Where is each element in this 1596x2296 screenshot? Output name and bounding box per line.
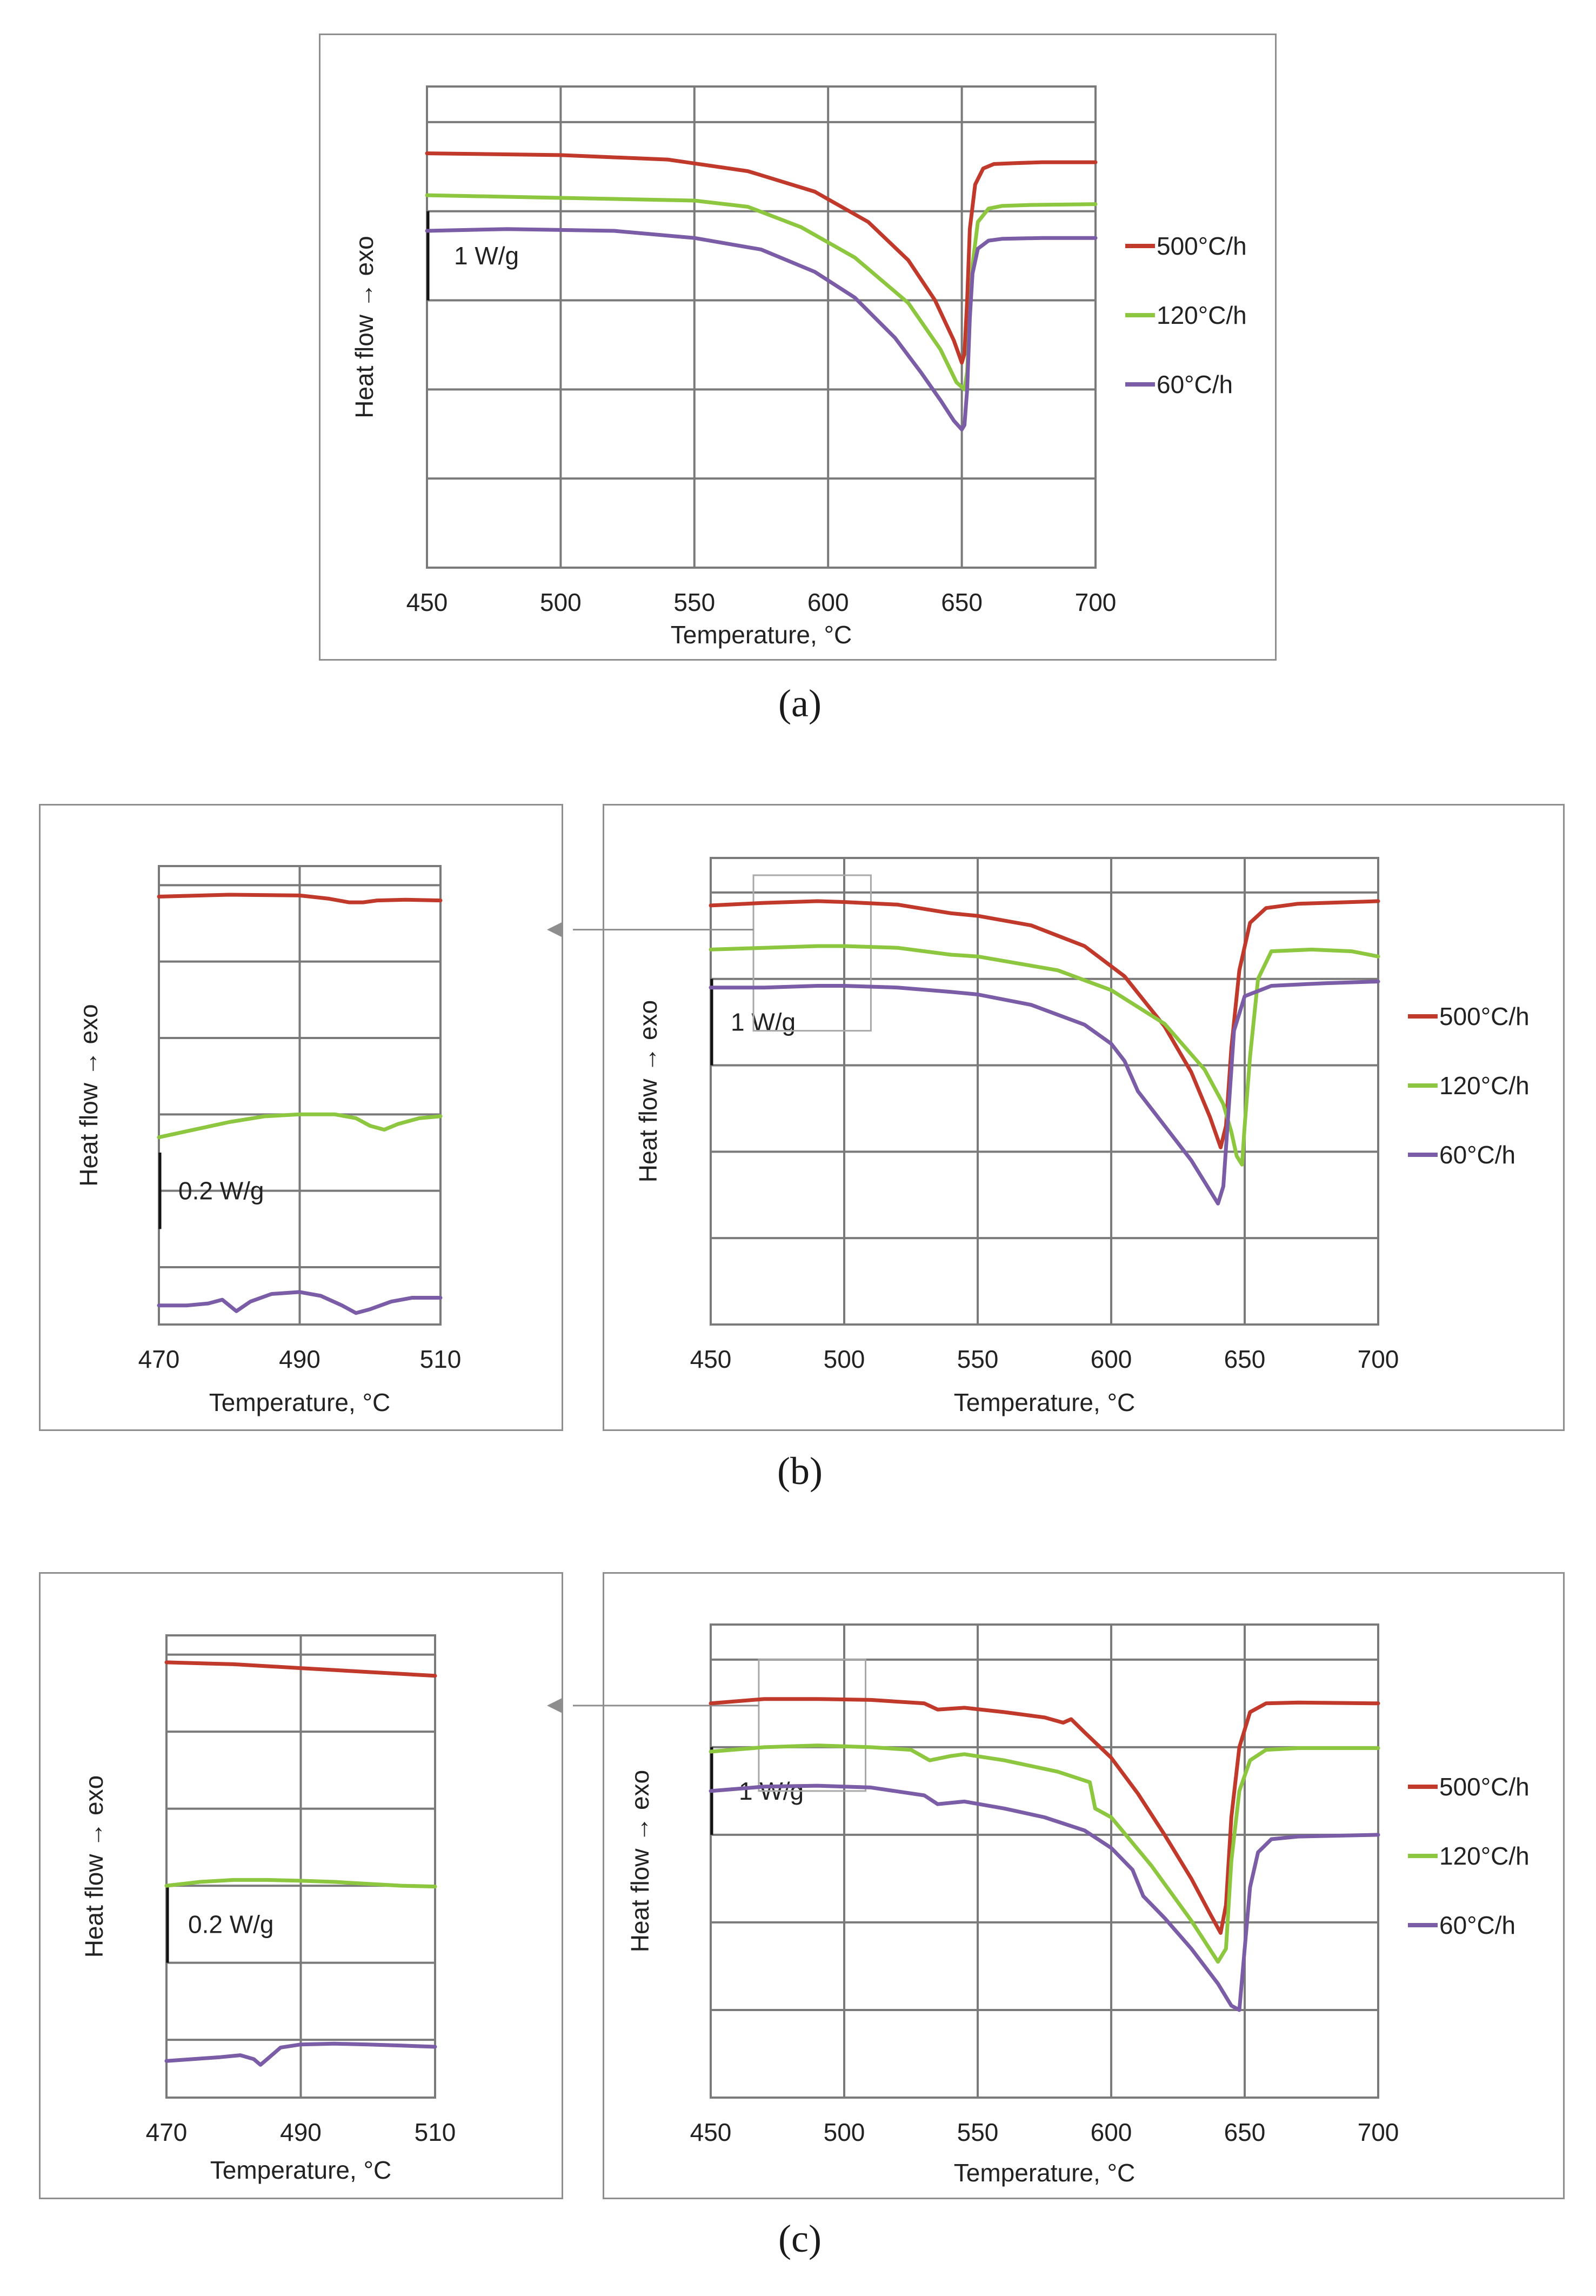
b-zoom-xtick-label-470: 470 xyxy=(138,1345,180,1373)
a-main-plot-border xyxy=(426,85,1097,569)
b-main-y-axis-title: Heat flow → exo xyxy=(634,1000,662,1182)
b-main-xtick-label-450: 450 xyxy=(690,1345,732,1373)
a-main-series-line-0 xyxy=(425,151,1098,365)
b-main-series-line-0 xyxy=(709,899,1380,1149)
b-zoom-scale-bar-label: 0.2 W/g xyxy=(178,1177,264,1205)
panel-b-main-frame xyxy=(603,804,1565,1431)
c-main-x-axis-title: Temperature, °C xyxy=(954,2159,1135,2187)
c-zoom-x-axis-title: Temperature, °C xyxy=(210,2156,391,2184)
c-zoom-series-line-2 xyxy=(164,2041,437,2067)
b-main-xtick-label-650: 650 xyxy=(1224,1345,1266,1373)
figure-label-a: (a) xyxy=(778,682,822,725)
b-main-xtick-label-500: 500 xyxy=(824,1345,865,1373)
b-main-xtick-label-550: 550 xyxy=(957,1345,999,1373)
a-main-xtick-label-600: 600 xyxy=(807,588,849,616)
panel-a-frame xyxy=(319,34,1277,661)
b-zoom-xtick-label-490: 490 xyxy=(279,1345,320,1373)
c-main-legend-label-0: 500°C/h xyxy=(1439,1773,1530,1801)
c-main-legend-label-1: 120°C/h xyxy=(1439,1842,1530,1870)
a-main-legend-label-2: 60°C/h xyxy=(1157,370,1233,398)
b-main-scale-bar-label: 1 W/g xyxy=(731,1008,796,1036)
c-main-xtick-label-550: 550 xyxy=(957,2118,999,2146)
c-main-zoom-box xyxy=(758,1659,867,1792)
b-zoom-series-line-2 xyxy=(157,1290,443,1315)
c-zoom-xtick-label-490: 490 xyxy=(280,2118,322,2146)
b-main-series-line-2 xyxy=(709,980,1380,1206)
a-main-xtick-label-500: 500 xyxy=(540,588,582,616)
c-main-y-axis-title: Heat flow → exo xyxy=(626,1770,654,1952)
c-main-series-line-2 xyxy=(709,1783,1380,2012)
a-main-series-line-1 xyxy=(425,193,1098,391)
b-main-series-line-1 xyxy=(709,944,1380,1167)
b-main-legend-label-0: 500°C/h xyxy=(1439,1002,1530,1030)
a-main-xtick-label-450: 450 xyxy=(406,588,448,616)
c-main-xtick-label-500: 500 xyxy=(824,2118,865,2146)
a-main-y-axis-title: Heat flow → exo xyxy=(350,236,378,418)
b-main-xtick-label-600: 600 xyxy=(1091,1345,1132,1373)
c-main-plot-border xyxy=(710,1623,1379,2099)
a-main-xtick-label-700: 700 xyxy=(1075,588,1117,616)
b-main-xtick-label-700: 700 xyxy=(1358,1345,1399,1373)
figure-label-b: (b) xyxy=(777,1449,823,1493)
b-main-x-axis-title: Temperature, °C xyxy=(954,1388,1135,1416)
c-main-zoom-arrow-head xyxy=(547,1698,562,1713)
c-zoom-series-line-0 xyxy=(164,1660,437,1678)
b-main-legend-label-1: 120°C/h xyxy=(1439,1072,1530,1100)
c-main-xtick-label-700: 700 xyxy=(1358,2118,1399,2146)
a-main-legend-label-0: 500°C/h xyxy=(1157,232,1247,260)
b-main-legend-label-2: 60°C/h xyxy=(1439,1141,1515,1169)
b-main-plot-border xyxy=(710,857,1379,1326)
figure-label-c: (c) xyxy=(778,2217,822,2260)
b-zoom-y-axis-title: Heat flow → exo xyxy=(75,1004,103,1186)
a-main-scale-bar-label: 1 W/g xyxy=(454,242,519,270)
b-main-zoom-box xyxy=(752,874,872,1032)
a-main-x-axis-title: Temperature, °C xyxy=(671,621,852,649)
b-zoom-series-line-0 xyxy=(157,893,443,904)
c-zoom-scale-bar-label: 0.2 W/g xyxy=(188,1910,274,1938)
a-main-xtick-label-550: 550 xyxy=(673,588,715,616)
c-zoom-y-axis-title: Heat flow → exo xyxy=(80,1775,108,1958)
a-main-xtick-label-650: 650 xyxy=(941,588,983,616)
c-zoom-xtick-label-510: 510 xyxy=(415,2118,456,2146)
panel-c-main-frame xyxy=(603,1572,1565,2199)
c-main-series-line-1 xyxy=(709,1743,1380,1964)
b-zoom-series-line-1 xyxy=(157,1112,443,1140)
c-main-series-line-0 xyxy=(709,1697,1380,1935)
c-main-xtick-label-450: 450 xyxy=(690,2118,732,2146)
b-zoom-xtick-label-510: 510 xyxy=(420,1345,462,1373)
a-main-legend-label-1: 120°C/h xyxy=(1157,301,1247,329)
c-zoom-xtick-label-470: 470 xyxy=(146,2118,188,2146)
b-zoom-x-axis-title: Temperature, °C xyxy=(209,1388,390,1416)
c-zoom-series-line-1 xyxy=(164,1878,437,1889)
a-main-series-line-2 xyxy=(425,227,1098,431)
c-main-xtick-label-600: 600 xyxy=(1091,2118,1132,2146)
panel-b-zoom-frame xyxy=(39,804,563,1431)
c-main-legend-label-2: 60°C/h xyxy=(1439,1911,1515,1939)
b-main-zoom-arrow-head xyxy=(547,922,562,937)
c-main-xtick-label-650: 650 xyxy=(1224,2118,1266,2146)
